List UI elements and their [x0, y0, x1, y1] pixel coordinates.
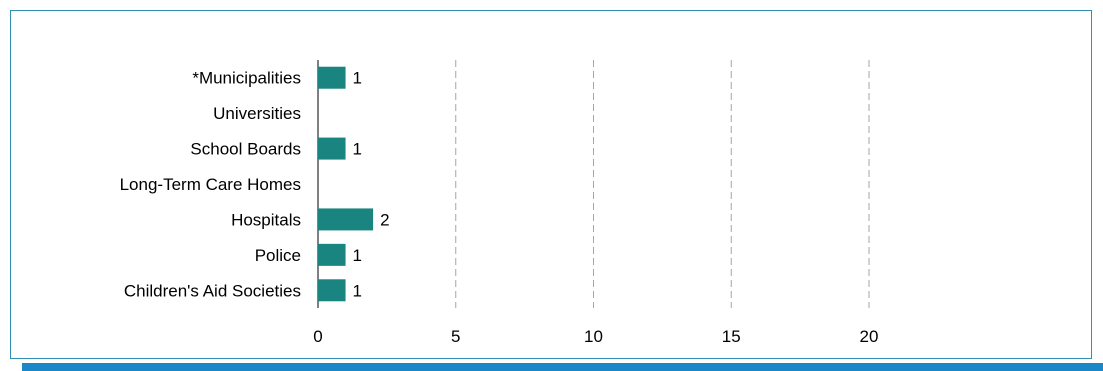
- category-labels: *Municipalities Universities School Boards…: [120, 69, 301, 301]
- data-label: 1: [353, 140, 362, 159]
- category-label: Children's Aid Societies: [124, 281, 301, 300]
- bar: [318, 208, 374, 231]
- x-tick-label: 10: [584, 327, 603, 346]
- accent-bar: [22, 363, 1103, 371]
- x-tick-labels: 0 5 10 15 20: [313, 327, 878, 346]
- bar: [318, 279, 346, 302]
- category-label: *Municipalities: [192, 69, 301, 88]
- category-label: Hospitals: [231, 210, 301, 229]
- bar: [318, 66, 346, 89]
- x-tick-label: 0: [313, 327, 322, 346]
- data-label: 1: [353, 69, 362, 88]
- data-label: 1: [353, 281, 362, 300]
- category-label: Universities: [213, 104, 301, 123]
- bars: [318, 66, 374, 302]
- category-label: Long-Term Care Homes: [120, 175, 301, 194]
- chart-frame: [10, 10, 1092, 359]
- x-tick-label: 5: [451, 327, 460, 346]
- x-tick-label: 20: [860, 327, 879, 346]
- gridlines: [455, 60, 870, 308]
- bar: [318, 243, 346, 266]
- data-label: 1: [353, 246, 362, 265]
- category-label: School Boards: [190, 140, 301, 159]
- x-tick-label: 15: [722, 327, 741, 346]
- bar: [318, 137, 346, 160]
- category-label: Police: [255, 246, 301, 265]
- data-label: 2: [380, 210, 389, 229]
